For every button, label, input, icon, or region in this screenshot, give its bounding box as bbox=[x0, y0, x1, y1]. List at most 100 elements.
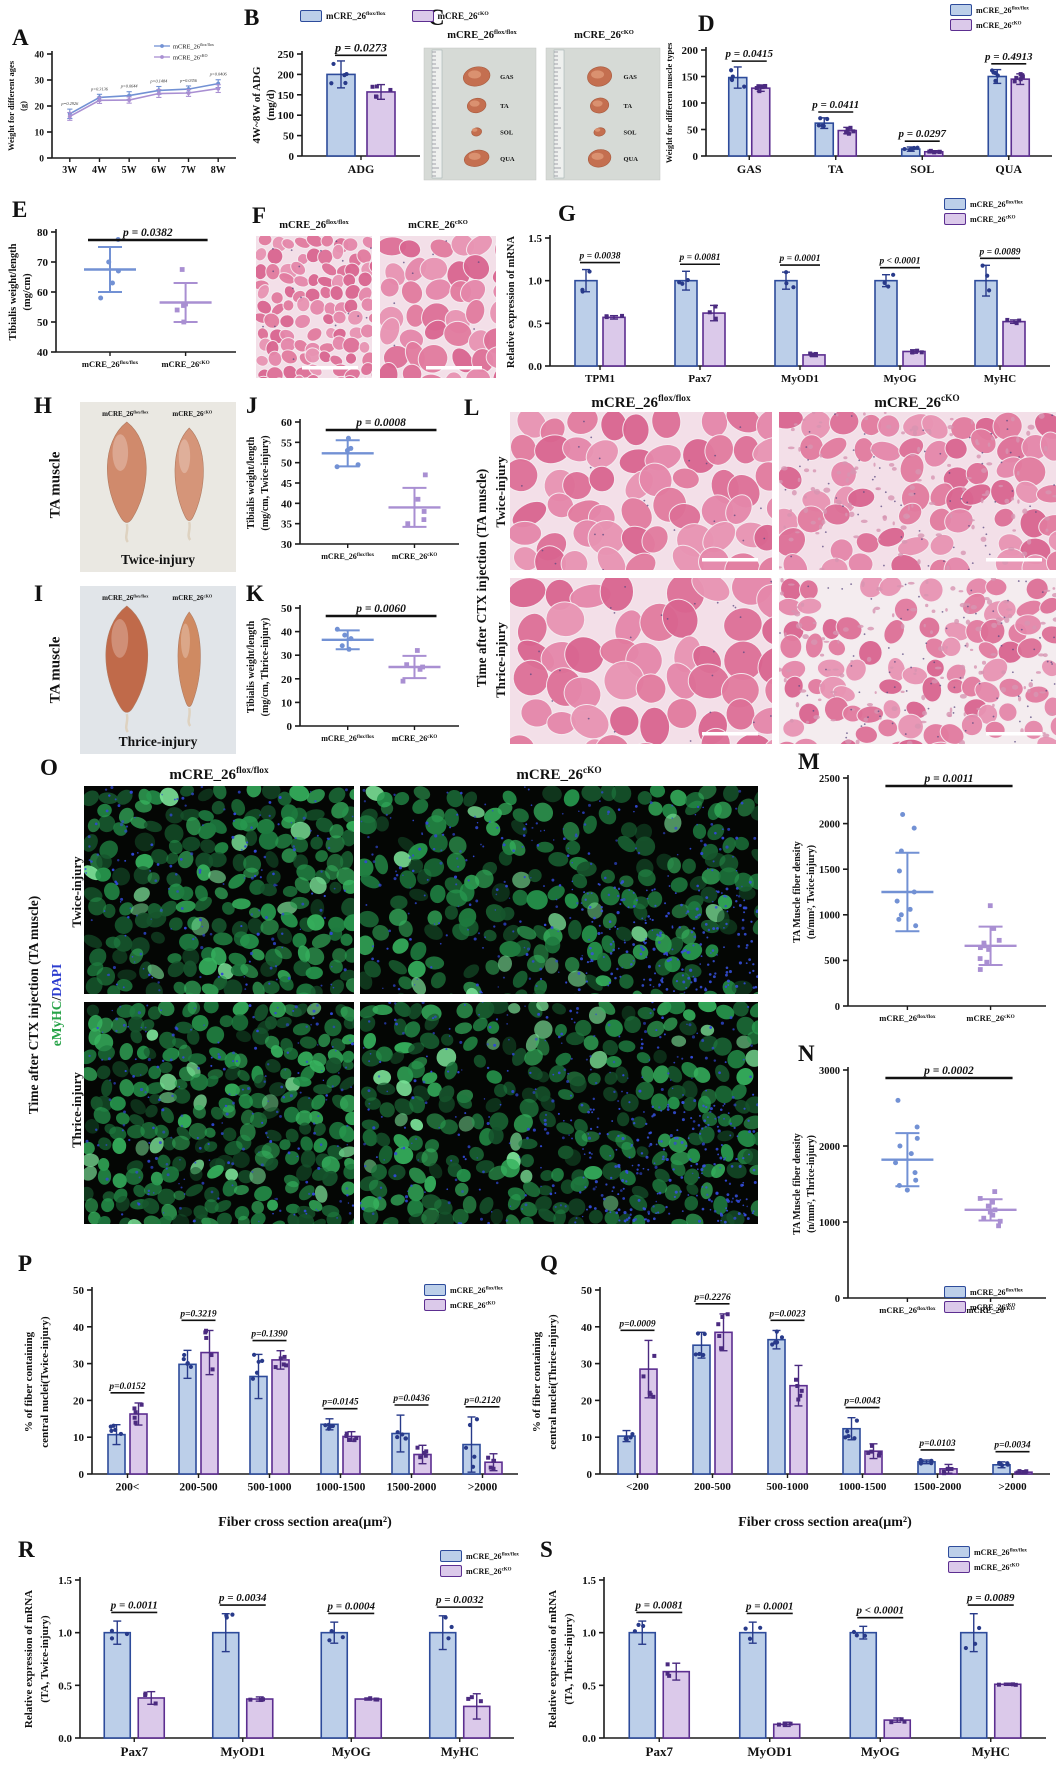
legend-item-cko: mCRE_26cKO bbox=[411, 10, 489, 22]
legend-item-flox: mCRE_26flox/flox bbox=[948, 1546, 1027, 1558]
legend-panel-g: mCRE_26flox/flox mCRE_26cKO bbox=[944, 198, 1023, 225]
svg-text:150: 150 bbox=[682, 71, 699, 83]
fiber-density-twice-scatter: 0 500 1000 1500 2000 2500 TA Muscle fiber dens… bbox=[792, 773, 1046, 1023]
flox-swatch bbox=[300, 10, 322, 22]
ta-muscle-thrice-photo: mCRE_26flox/flox mCRE_26cKO Thrice-injury bbox=[80, 586, 236, 754]
svg-text:p = 0.0089: p = 0.0089 bbox=[966, 1592, 1015, 1604]
svg-text:Pax7: Pax7 bbox=[688, 373, 712, 385]
panel-letter-l: L bbox=[464, 395, 480, 420]
svg-text:50: 50 bbox=[37, 317, 49, 329]
panel-l-side-label: Time after CTX injection (TA muscle) bbox=[474, 468, 489, 688]
svg-text:200: 200 bbox=[682, 45, 699, 57]
svg-text:MyOD1: MyOD1 bbox=[220, 1744, 265, 1759]
svg-text:50: 50 bbox=[73, 1285, 85, 1297]
panel-letter-m: M bbox=[798, 749, 820, 774]
svg-text:mCRE_26flox/flox: mCRE_26flox/flox bbox=[321, 552, 374, 561]
legend-item-cko: mCRE_26cKO bbox=[944, 213, 1023, 225]
svg-text:p = 0.0004: p = 0.0004 bbox=[326, 1600, 375, 1612]
svg-text:TA: TA bbox=[828, 162, 844, 176]
flox-swatch bbox=[948, 1546, 970, 1558]
panel-h-side-label: TA muscle bbox=[47, 451, 64, 519]
svg-text:3000: 3000 bbox=[819, 1066, 840, 1077]
he-histology-pair: mCRE_26flox/flox mCRE_26cKO bbox=[256, 219, 496, 378]
panel-o-row2-label: Thrice-injury bbox=[69, 1072, 84, 1148]
svg-text:central nuclei(Twice-injury): central nuclei(Twice-injury) bbox=[39, 1316, 51, 1448]
panel-l-cko-title: mCRE_26cKO bbox=[874, 394, 960, 411]
svg-text:6W: 6W bbox=[151, 165, 166, 176]
svg-text:mCRE_26cKO: mCRE_26cKO bbox=[172, 593, 212, 602]
flox-label: mCRE_26flox/flox bbox=[976, 5, 1029, 15]
svg-text:GAS: GAS bbox=[624, 74, 638, 81]
svg-text:p = 0.0008: p = 0.0008 bbox=[355, 417, 406, 429]
svg-text:20: 20 bbox=[581, 1395, 593, 1407]
svg-text:p = 0.0011: p = 0.0011 bbox=[110, 1599, 158, 1611]
flox-label: mCRE_26flox/flox bbox=[970, 199, 1023, 209]
svg-text:10: 10 bbox=[581, 1432, 593, 1444]
tibialis-weight-scatter: 40 50 60 70 80 Tibialis weight/length (mg/cm) m… bbox=[8, 227, 236, 369]
svg-text:p=0.0103: p=0.0103 bbox=[918, 1439, 956, 1449]
bars: 200< p=0.0152 200-500 p=0.3219 500-1000 p=0.1… bbox=[107, 1309, 503, 1530]
svg-text:p = 0.4913: p = 0.4913 bbox=[984, 51, 1033, 63]
svg-text:Weight for different ages: Weight for different ages bbox=[6, 60, 16, 151]
svg-text:40: 40 bbox=[281, 627, 293, 639]
cko-swatch bbox=[944, 213, 966, 225]
legend-item-cko: mCRE_26cKO bbox=[950, 19, 1029, 31]
svg-text:MyOD1: MyOD1 bbox=[747, 1744, 792, 1759]
muscle-types-photo: mCRE_26flox/flox mCRE_26cKO GAS TA SOL QUA GAS… bbox=[423, 29, 661, 181]
panel-letter-e: E bbox=[12, 197, 28, 222]
cko-label: mCRE_26cKO bbox=[437, 11, 489, 21]
svg-text:p = 0.0297: p = 0.0297 bbox=[897, 128, 946, 140]
stain-separator: / bbox=[49, 996, 64, 1001]
svg-text:20: 20 bbox=[35, 102, 45, 112]
svg-text:MyOG: MyOG bbox=[884, 373, 917, 385]
svg-text:p = 0.0034: p = 0.0034 bbox=[218, 1592, 267, 1604]
svg-text:4W: 4W bbox=[92, 165, 107, 176]
svg-text:p=0.2926: p=0.2926 bbox=[60, 101, 79, 106]
svg-text:p < 0.0001: p < 0.0001 bbox=[855, 1605, 904, 1617]
cko-label: mCRE_26cKO bbox=[970, 214, 1016, 224]
cko-label: mCRE_26cKO bbox=[970, 1302, 1016, 1312]
svg-text:mCRE_26cKO: mCRE_26cKO bbox=[161, 359, 209, 369]
svg-text:Thrice-injury: Thrice-injury bbox=[119, 734, 198, 749]
svg-text:7W: 7W bbox=[181, 165, 196, 176]
svg-text:Tibialis weight/length: Tibialis weight/length bbox=[8, 243, 19, 340]
svg-text:TA: TA bbox=[624, 103, 633, 110]
svg-text:5W: 5W bbox=[122, 165, 137, 176]
legend-panel-p: mCRE_26flox/flox mCRE_26cKO bbox=[424, 1284, 503, 1311]
svg-text:0.5: 0.5 bbox=[528, 318, 542, 330]
svg-text:MyHC: MyHC bbox=[441, 1744, 479, 1759]
svg-text:0.0: 0.0 bbox=[528, 361, 542, 373]
svg-text:mCRE_26flox/flox: mCRE_26flox/flox bbox=[879, 1013, 936, 1023]
svg-text:1500-2000: 1500-2000 bbox=[387, 1482, 437, 1494]
svg-text:1.0: 1.0 bbox=[58, 1628, 72, 1640]
svg-text:mCRE_26cKO: mCRE_26cKO bbox=[172, 409, 212, 418]
svg-text:30: 30 bbox=[281, 539, 293, 551]
svg-text:0: 0 bbox=[39, 154, 44, 164]
svg-text:10: 10 bbox=[281, 697, 293, 709]
svg-text:>2000: >2000 bbox=[468, 1482, 498, 1494]
cko-label: mCRE_26cKO bbox=[976, 20, 1022, 30]
panel-letter-a: A bbox=[12, 25, 29, 50]
ta-muscle-twice-photo: mCRE_26flox/flox mCRE_26cKO Twice-injury bbox=[80, 402, 236, 572]
legend-panel-s: mCRE_26flox/flox mCRE_26cKO bbox=[948, 1546, 1027, 1573]
histology-image bbox=[380, 236, 496, 378]
svg-text:p=0.0406: p=0.0406 bbox=[209, 72, 228, 77]
cko-label: mCRE_26cKO bbox=[450, 1300, 496, 1310]
svg-text:% of fiber containing: % of fiber containing bbox=[531, 1331, 543, 1432]
svg-text:p = 0.0038: p = 0.0038 bbox=[578, 252, 620, 262]
svg-text:p = 0.0081: p = 0.0081 bbox=[678, 253, 720, 263]
svg-text:% of fiber containing: % of fiber containing bbox=[23, 1331, 35, 1432]
svg-text:mCRE_26flox/flox: mCRE_26flox/flox bbox=[279, 219, 349, 231]
legend-item-cko: mCRE_26cKO bbox=[948, 1561, 1027, 1573]
flox-label: mCRE_26flox/flox bbox=[326, 11, 386, 21]
svg-text:45: 45 bbox=[281, 478, 293, 490]
svg-text:Fiber cross section area(μm²): Fiber cross section area(μm²) bbox=[218, 1515, 392, 1530]
axes: 0 10 20 30 40 50 % of fiber containing central … bbox=[23, 1285, 518, 1481]
weight-by-age-line-chart: 0 10 20 30 40 Weight for different ages (g) 3W 4… bbox=[6, 42, 236, 176]
panel-letter-k: K bbox=[246, 581, 264, 606]
svg-text:0: 0 bbox=[835, 1002, 840, 1013]
svg-text:1000-1500: 1000-1500 bbox=[316, 1482, 366, 1494]
bars: GAS p = 0.0415 TA p = 0.0411 SOL p = 0.0297 QU… bbox=[724, 48, 1033, 176]
panel-letter-s: S bbox=[540, 1537, 553, 1562]
panel-o-flox-title: mCRE_26flox/flox bbox=[169, 766, 269, 783]
